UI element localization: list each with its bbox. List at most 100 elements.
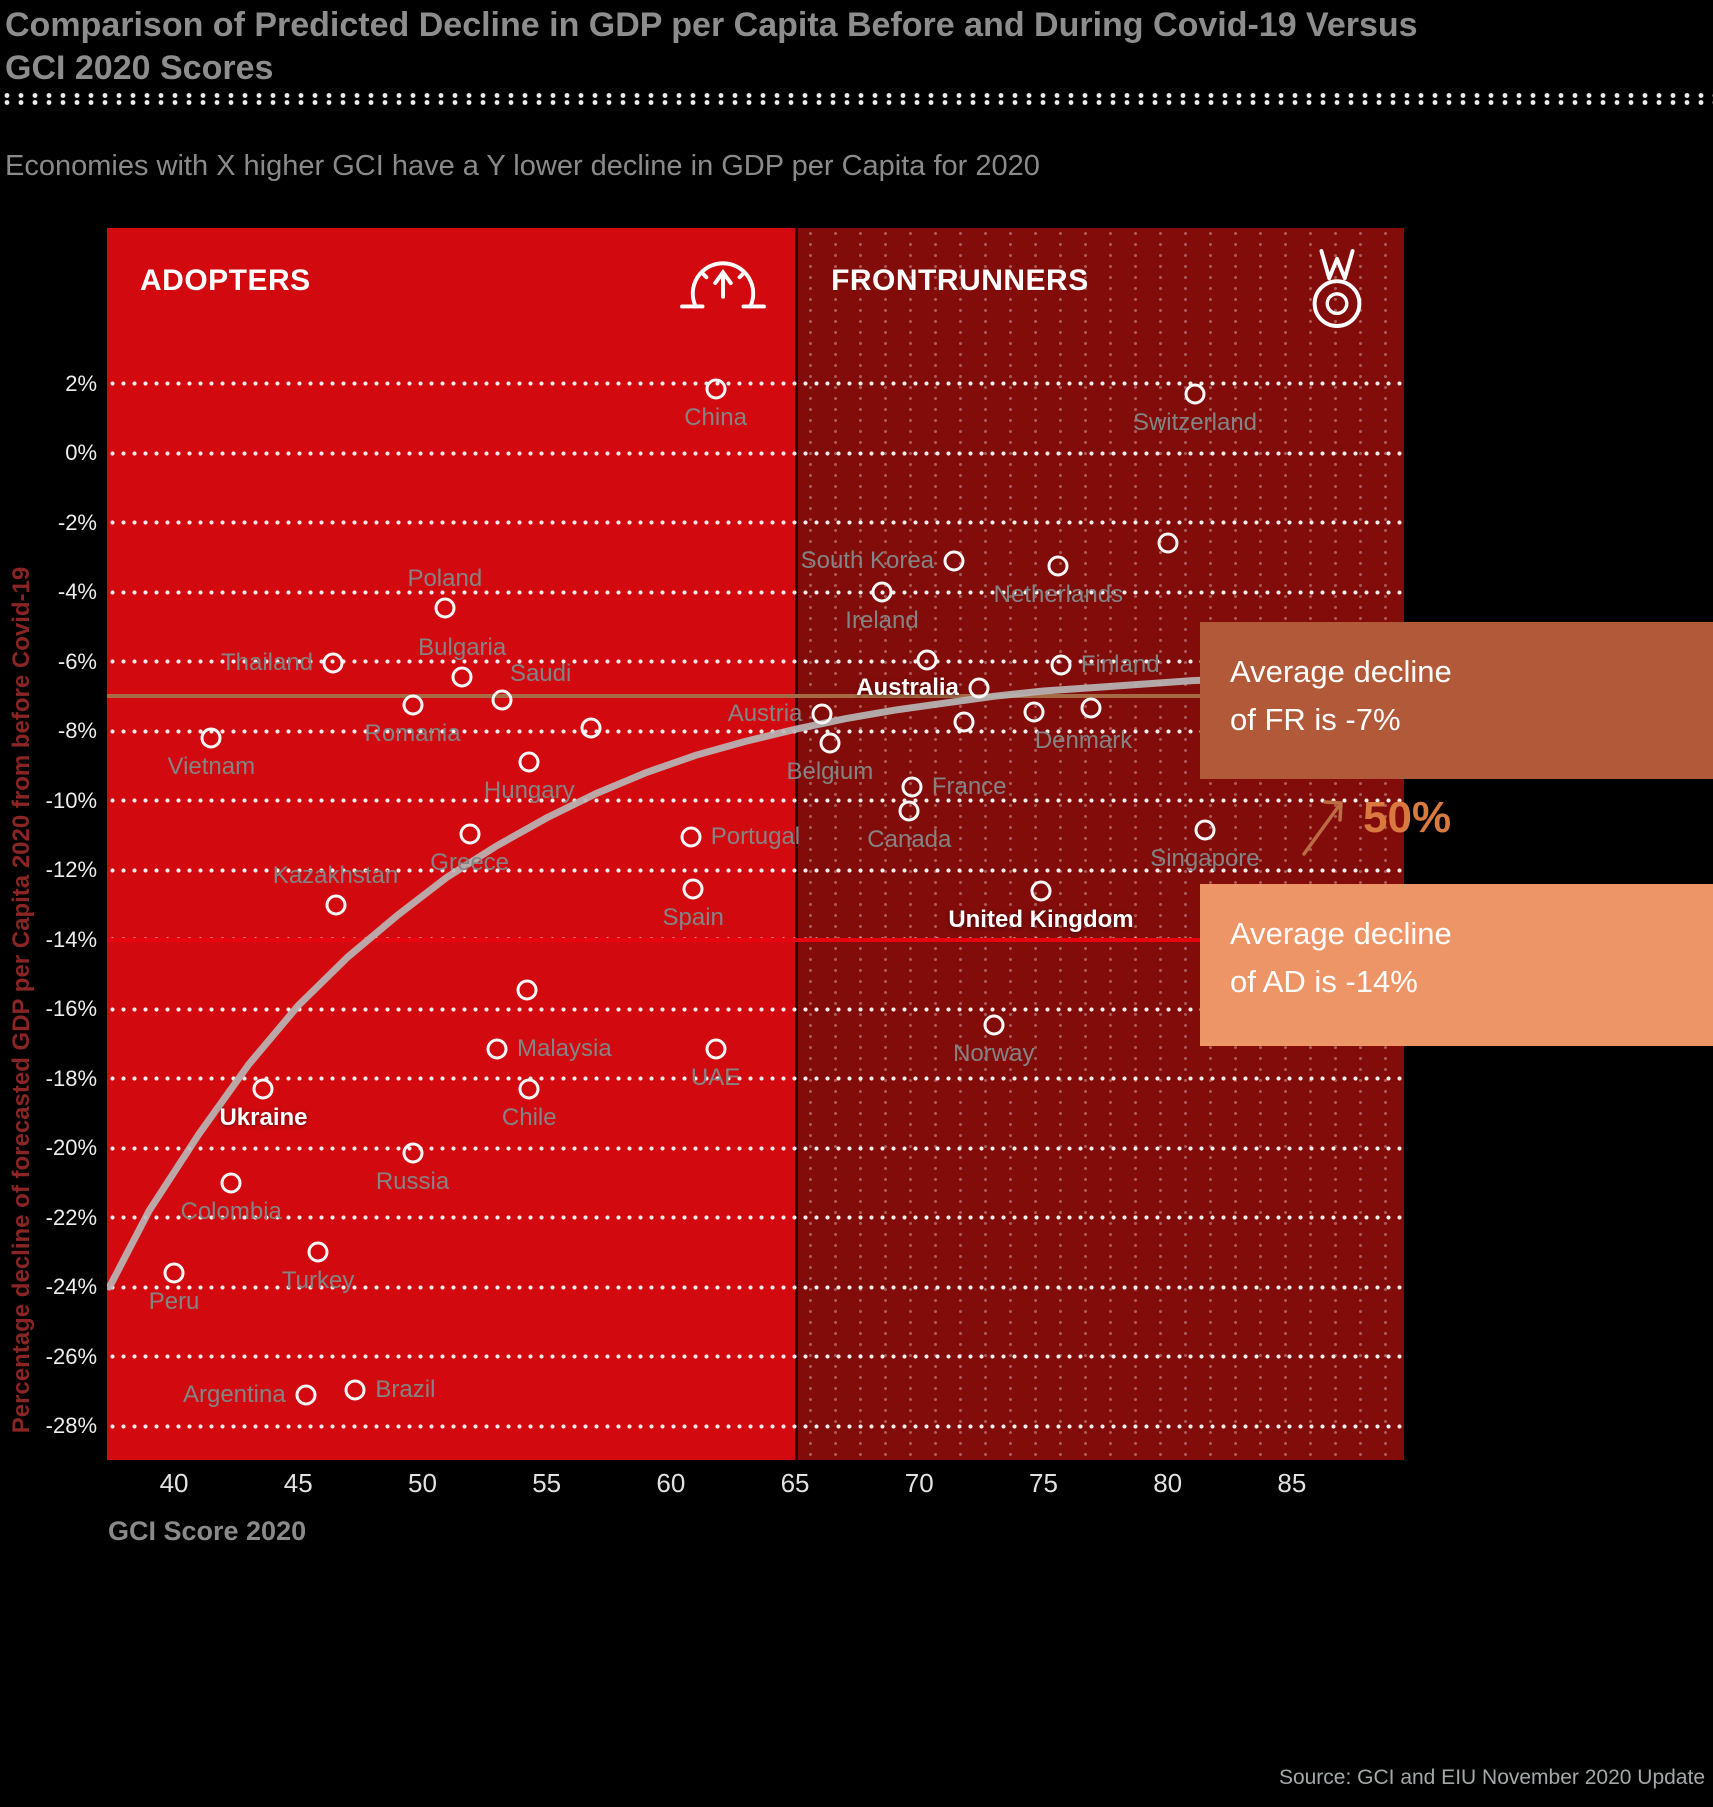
point-united-kingdom [1030,880,1052,902]
country-label: Argentina [182,1380,286,1408]
y-tick-label: -28% [45,1413,97,1438]
point-romania [402,694,424,716]
point-greece [459,823,481,844]
x-tick-label: 75 [1028,1468,1058,1498]
medal-icon [1312,249,1362,328]
frontrunners-region: FRONTRUNNERS [795,228,1404,1460]
country-label: Ukraine [219,1103,308,1131]
source-note: Source: GCI and EIU November 2020 Update [1278,1766,1705,1789]
trend-line [107,670,1395,1291]
x-axis-title: GCI Score 2020 [108,1516,307,1546]
country-label: Australia [856,673,959,701]
y-tick-label: -16% [45,996,97,1021]
fr-callout-line2: of FR is -7% [1230,702,1401,738]
point [1157,532,1179,554]
x-tick-label: 70 [904,1468,934,1498]
chart-subtitle: Economies with X higher GCI have a Y low… [5,150,1040,182]
point-turkey [307,1241,329,1263]
point-chile [518,1078,540,1100]
y-tick-label: 0% [65,440,97,465]
country-label: Romania [364,719,461,747]
point-argentina [295,1384,317,1406]
country-label: Bulgaria [418,634,507,662]
fr-average-callout: Average decline of FR is -7% [1200,622,1713,779]
adopters-label: ADOPTERS [140,264,311,297]
country-label: Poland [407,564,483,592]
x-tick-label: 65 [780,1468,810,1498]
country-label: Saudi [509,659,572,687]
y-tick-label: -4% [57,579,97,604]
adopters-region: ADOPTERS [107,228,796,1460]
chart-title: Comparison of Predicted Decline in GDP p… [5,4,1418,89]
country-label: Russia [375,1168,450,1196]
point-canada [898,800,920,822]
y-tick-label: -10% [45,787,97,813]
point-thailand [322,652,344,674]
dotted-separator [0,92,1713,106]
point-peru [163,1262,185,1284]
x-tick-label: 50 [407,1468,437,1498]
point-ukraine [252,1078,274,1100]
y-tick-label: -24% [45,1274,97,1299]
point-south-korea [943,550,965,572]
country-label: Kazakhstan [272,861,399,889]
increase-arrow-icon [1302,800,1343,856]
point-spain [682,878,704,900]
ad-callout-line2: of AD is -14% [1230,964,1418,1000]
country-label: Hungary [483,777,575,805]
country-label: Canada [867,825,952,853]
country-label: Denmark [1034,726,1133,754]
point-belgium [819,732,841,754]
point-saudi [491,689,513,711]
point-uae [705,1038,727,1060]
point [516,979,538,1001]
gauge-icon [680,261,766,309]
country-label: Chile [501,1103,557,1131]
point [953,711,975,733]
y-tick-label: -20% [45,1135,97,1160]
point-norway [983,1014,1005,1036]
country-label: Greece [430,848,510,876]
country-label: Turkey [281,1267,355,1295]
country-label: Brazil [375,1375,436,1403]
x-tick-label: 85 [1277,1468,1307,1498]
country-label: Switzerland [1132,408,1258,436]
point-denmark [1023,701,1045,723]
point-kazakhstan [325,894,347,916]
point-ireland [871,581,893,603]
plot-area: ADOPTERS FRONTRUNNERS [107,228,1404,1460]
y-tick-label: -18% [45,1065,97,1091]
x-tick-label: 40 [159,1468,189,1498]
country-label: Norway [953,1039,1035,1067]
point-finland [1050,654,1072,676]
country-label: Vietnam [167,752,256,780]
country-label: Peru [148,1288,200,1316]
country-label: Singapore [1150,845,1260,873]
country-label: Thailand [220,649,314,677]
x-tick-label: 80 [1153,1468,1183,1498]
point-australia [968,677,990,699]
point-singapore [1194,819,1216,841]
ad-average-line [107,937,1404,942]
frontrunners-label: FRONTRUNNERS [831,264,1089,297]
country-label: Netherlands [993,580,1124,608]
point-vietnam [200,727,222,749]
data-points-layer: China Poland Thailand Bulgaria Saudi Romania V… [107,228,1404,1460]
point-switzerland [1184,383,1206,405]
country-label: South Korea [800,546,935,574]
point-brazil [344,1379,366,1400]
point-austria [811,703,833,725]
point-china [705,378,727,400]
y-tick-label: -8% [57,718,97,743]
country-label: Belgium [786,758,874,786]
country-label: Austria [727,699,803,727]
country-label: United Kingdom [948,905,1134,933]
country-label: UAE [690,1063,741,1091]
y-tick-label: -22% [45,1204,97,1230]
point-bulgaria [451,666,473,688]
ad-average-callout: Average decline of AD is -14% [1200,884,1713,1046]
y-tick-label: -26% [45,1343,97,1369]
y-tick-label: 2% [65,370,97,396]
point-hungary [518,751,540,773]
